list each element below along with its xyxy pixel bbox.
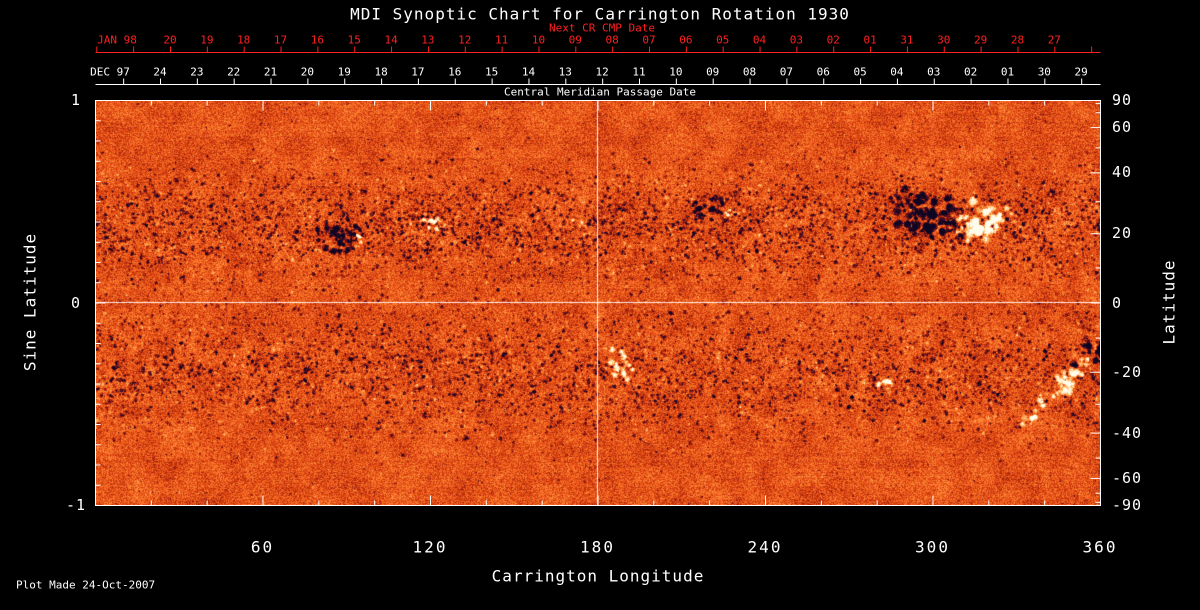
- cmp-day-label: 08: [742, 65, 757, 79]
- cmp-day-label: 22: [227, 65, 241, 79]
- cmp-day-label: 04: [890, 65, 904, 79]
- x-tick-label: 120: [412, 537, 448, 557]
- y-right-tick-label: 20: [1112, 224, 1133, 243]
- x-tick-label: 360: [1082, 537, 1118, 557]
- chart-title: MDI Synoptic Chart for Carrington Rotati…: [350, 4, 850, 24]
- y-right-tick-label: -40: [1112, 423, 1143, 442]
- next-cr-day-label: 16: [310, 33, 324, 47]
- next-cr-day-label: 10: [531, 33, 546, 47]
- x-tick-label: 300: [915, 537, 950, 557]
- cmp-day-label: 29: [1074, 65, 1088, 79]
- cmp-day-label: 17: [411, 65, 425, 79]
- next-cr-day-label: 20: [163, 33, 177, 47]
- cmp-day-label: 05: [853, 65, 867, 79]
- plot-made-footer: Plot Made 24-Oct-2007: [16, 578, 156, 592]
- next-cr-day-label: 09: [568, 33, 582, 47]
- cmp-axis-title: Central Meridian Passage Date: [503, 85, 697, 99]
- next-cr-day-label: 15: [347, 33, 361, 47]
- next-cr-day-label: 04: [752, 33, 767, 47]
- y-axis-left-title: Sine Latitude: [20, 232, 40, 372]
- next-cr-day-label: 29: [973, 33, 988, 47]
- cmp-day-label: 02: [963, 65, 978, 79]
- cmp-day-label: 23: [190, 65, 204, 79]
- next-cr-day-label: 02: [826, 33, 840, 47]
- y-right-tick-label: 60: [1112, 118, 1133, 137]
- next-cr-day-label: 12: [458, 33, 472, 47]
- next-cr-day-label: 17: [273, 33, 288, 47]
- cmp-day-label: 30: [1037, 65, 1051, 79]
- next-cr-day-label: 05: [716, 33, 730, 47]
- x-tick-label: 60: [250, 537, 275, 557]
- cmp-day-label: 03: [927, 65, 941, 79]
- magnetogram-canvas: [95, 100, 1100, 505]
- next-cr-cmp-date-label: Next CR CMP Date: [549, 21, 655, 35]
- cmp-day-label: 14: [521, 65, 536, 79]
- cmp-month-label: DEC 97: [90, 65, 130, 79]
- y-right-tick-label: -90: [1112, 496, 1143, 514]
- next-cr-day-label: 28: [1010, 33, 1025, 47]
- y-right-tick-label: 0: [1112, 293, 1123, 312]
- x-tick-label: 240: [747, 537, 783, 557]
- next-cr-day-label: 27: [1047, 33, 1061, 47]
- next-cr-day-label: 31: [900, 33, 914, 47]
- next-cr-month-label: JAN 98: [97, 33, 137, 47]
- y-left-tick-label: 1: [70, 91, 82, 109]
- y-left-tick-label: -1: [65, 496, 87, 514]
- cmp-day-label: 20: [300, 65, 314, 79]
- cmp-day-label: 12: [595, 65, 609, 79]
- cmp-day-label: 09: [706, 65, 720, 79]
- cmp-day-label: 21: [263, 65, 278, 79]
- x-tick-label: 180: [580, 537, 615, 557]
- y-right-tick-label: -20: [1112, 362, 1143, 381]
- y-right-tick-label: 90: [1112, 91, 1133, 109]
- next-cr-day-label: 19: [200, 33, 214, 47]
- next-cr-day-label: 13: [421, 33, 435, 47]
- next-cr-day-label: 06: [679, 33, 693, 47]
- next-cr-day-label: 01: [863, 33, 877, 47]
- next-cr-day-label: 03: [789, 33, 804, 47]
- red-axis-ticks: [95, 46, 1101, 53]
- cmp-day-label: 06: [816, 65, 830, 79]
- y-right-tick-label: 40: [1112, 163, 1133, 182]
- cmp-day-label: 18: [374, 65, 388, 79]
- cmp-day-label: 01: [1000, 65, 1015, 79]
- cmp-day-label: 19: [337, 65, 351, 79]
- y-right-tick-label: -60: [1112, 468, 1143, 487]
- cmp-day-label: 11: [632, 65, 646, 79]
- next-cr-day-label: 30: [937, 33, 951, 47]
- x-axis-title: Carrington Longitude: [491, 566, 705, 586]
- next-cr-day-label: 11: [494, 33, 509, 47]
- next-cr-day-label: 14: [384, 33, 398, 47]
- cmp-day-label: 15: [484, 65, 499, 79]
- next-cr-day-label: 08: [605, 33, 619, 47]
- cmp-day-label: 07: [779, 65, 794, 79]
- cmp-day-label: 24: [153, 65, 167, 79]
- y-axis-right-title: Latitude: [1159, 259, 1179, 345]
- next-cr-day-label: 18: [237, 33, 251, 47]
- next-cr-day-label: 07: [642, 33, 656, 47]
- cmp-day-label: 16: [448, 65, 462, 79]
- y-left-tick-label: 0: [70, 293, 82, 312]
- cmp-day-label: 13: [558, 65, 572, 79]
- cmp-day-label: 10: [669, 65, 683, 79]
